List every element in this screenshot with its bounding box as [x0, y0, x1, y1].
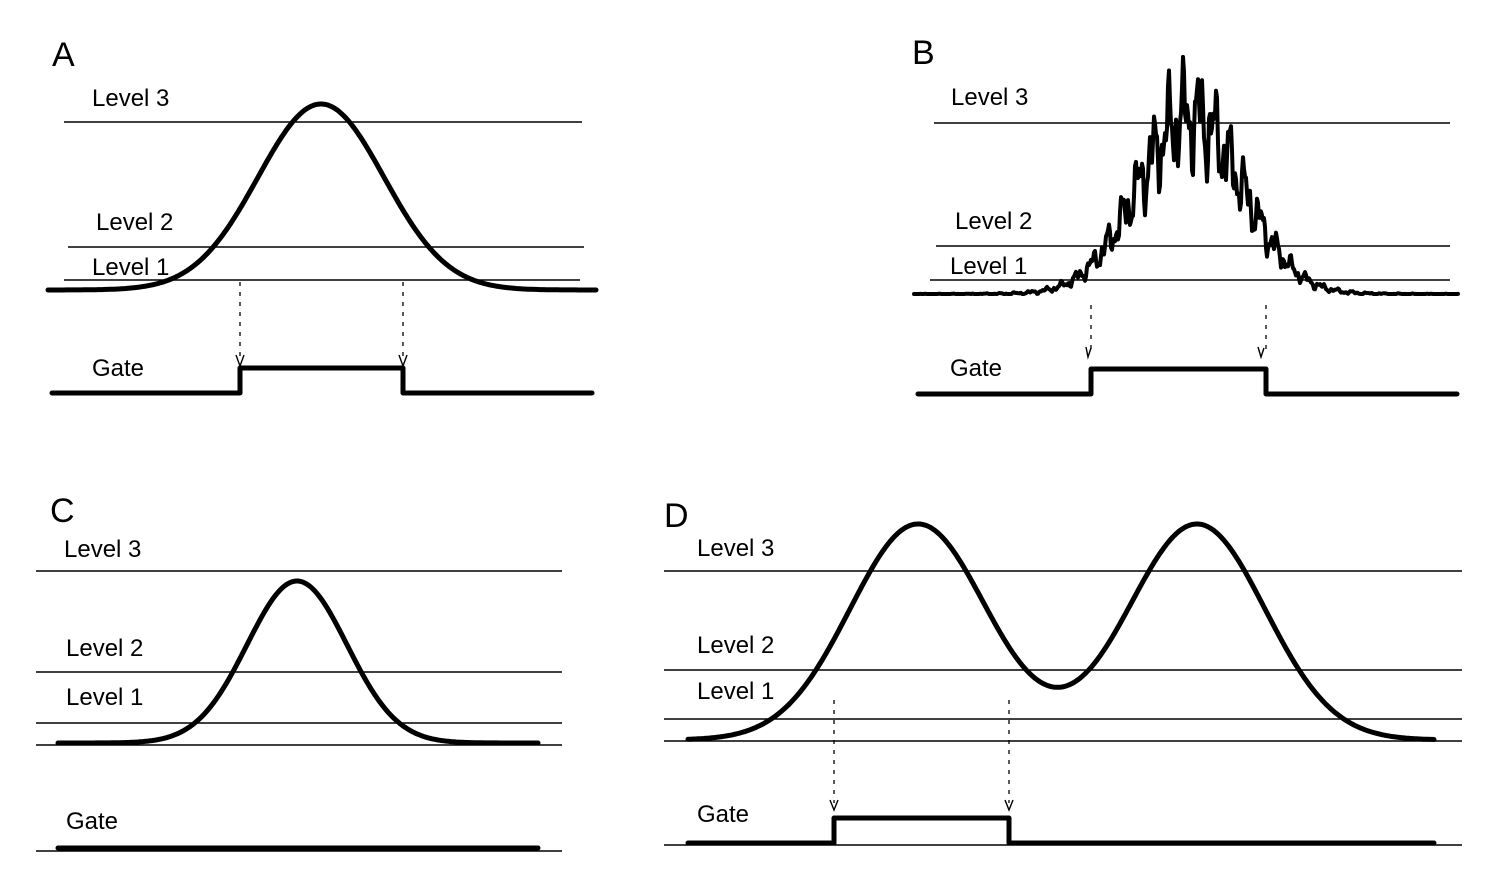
panel-a: A Level 3 Level 2 Level 1 Gate	[45, 36, 599, 396]
panel-d-gate-close-arrow	[1004, 799, 1014, 812]
panel-b-gate-open-arrow	[1085, 346, 1092, 360]
panel-d-gate-trace	[685, 815, 1437, 846]
panel-d-level3-label: Level 3	[697, 535, 774, 562]
panel-b-letter: B	[912, 34, 935, 72]
panel-b-gate-label: Gate	[950, 355, 1002, 382]
panel-a-gate-trace	[49, 365, 595, 396]
panel-b-gate-close-arrow	[1257, 346, 1265, 360]
panel-b: B Level 3 Level 2 Level 1 Gate	[912, 34, 1460, 397]
panel-b-signal-trace	[912, 54, 1460, 296]
panel-c-level2-label: Level 2	[66, 635, 143, 662]
panel-c-level1-label: Level 1	[66, 684, 143, 711]
panel-d-letter: D	[664, 497, 689, 535]
panel-d-signal-trace	[685, 521, 1437, 742]
panel-b-level2-label: Level 2	[955, 208, 1032, 235]
panel-c-gate-label: Gate	[66, 808, 118, 835]
panel-d-level1-label: Level 1	[697, 678, 774, 705]
panel-c-signal-trace	[55, 578, 541, 746]
panel-a-gate-close-arrow	[398, 354, 408, 369]
panel-a-level2-label: Level 2	[96, 209, 173, 236]
panel-d-level2-label: Level 2	[697, 632, 774, 659]
panel-a-signal-trace	[45, 101, 599, 293]
panel-c-letter: C	[50, 492, 75, 530]
panel-d-gate-open-arrow	[829, 799, 839, 812]
panel-a-level1-label: Level 1	[92, 254, 169, 281]
panel-b-level3-label: Level 3	[951, 84, 1028, 111]
panel-a-gate-open-arrow	[235, 354, 245, 369]
panel-d: D Level 3 Level 2 Level 1 Gate	[664, 497, 1462, 846]
panel-b-gate-trace	[915, 366, 1460, 397]
panel-c: C Level 3 Level 2 Level 1 Gate	[36, 492, 562, 852]
panel-a-letter: A	[52, 36, 75, 74]
panel-d-gate-label: Gate	[697, 801, 749, 828]
panel-a-level3-label: Level 3	[92, 85, 169, 112]
panel-b-level1-label: Level 1	[950, 253, 1027, 280]
panel-c-level3-label: Level 3	[64, 536, 141, 563]
panel-a-gate-label: Gate	[92, 355, 144, 382]
